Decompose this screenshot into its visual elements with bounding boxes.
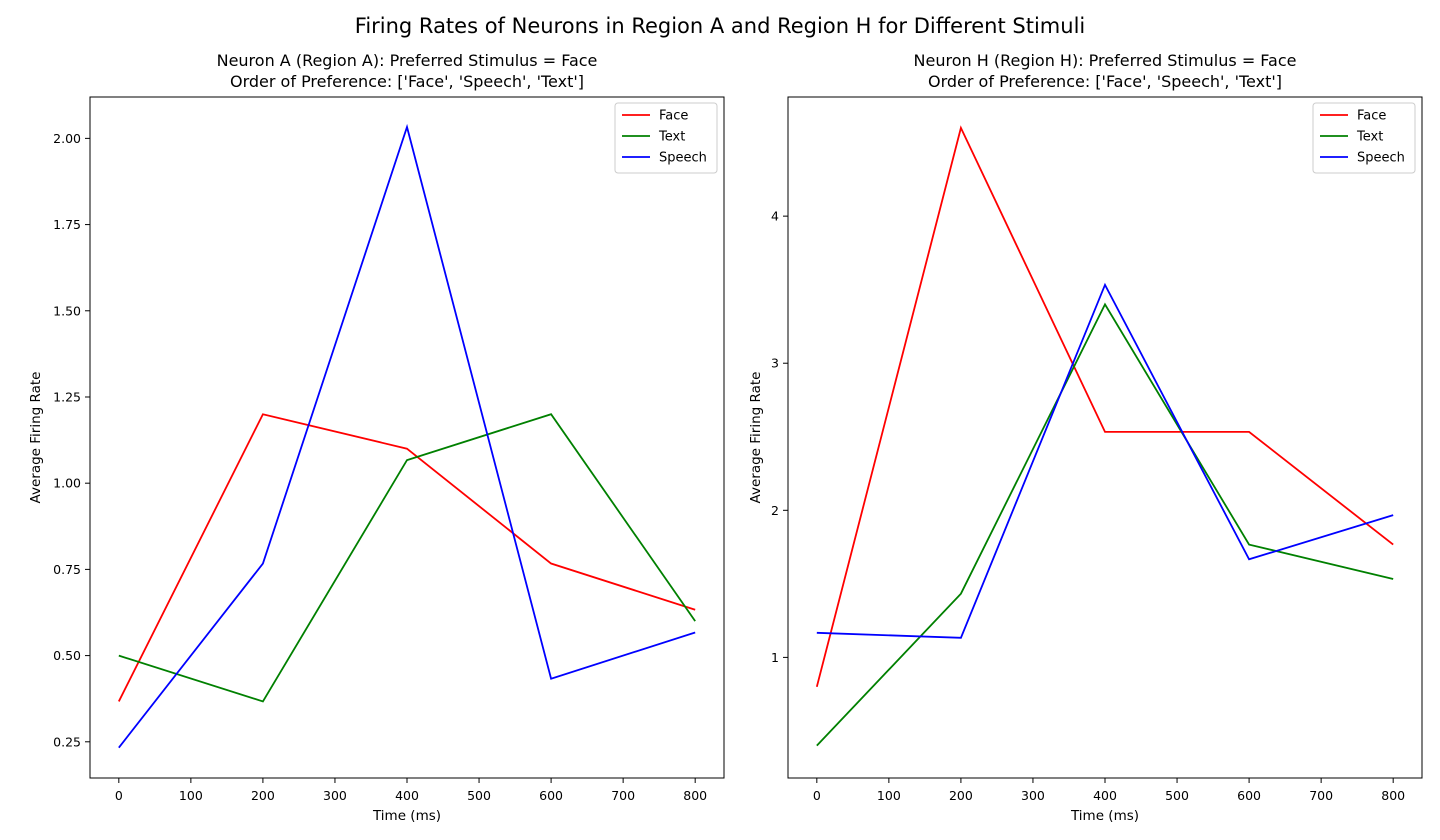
x-tick-label: 200 bbox=[251, 788, 275, 803]
y-tick-label: 1 bbox=[771, 650, 779, 665]
y-tick-label: 1.50 bbox=[53, 303, 81, 318]
legend: Face Text Speech bbox=[1312, 102, 1416, 174]
series-line-face bbox=[815, 125, 1394, 688]
x-tick-label: 300 bbox=[323, 788, 347, 803]
y-tick-label: 0.25 bbox=[53, 734, 81, 749]
chart-subtitle: Order of Preference: ['Face', 'Speech', … bbox=[230, 72, 584, 91]
x-tick-label: 100 bbox=[179, 788, 203, 803]
legend-label: Face bbox=[1357, 109, 1386, 124]
legend-label: Speech bbox=[1357, 151, 1405, 166]
series-line-speech bbox=[118, 123, 696, 749]
x-tick-label: 600 bbox=[1237, 788, 1261, 803]
x-tick-label: 700 bbox=[611, 788, 635, 803]
y-tick-label: 1.00 bbox=[53, 476, 81, 491]
y-tick-label: 0.75 bbox=[53, 562, 81, 577]
x-tick-label: 700 bbox=[1309, 788, 1333, 803]
x-axis-label: Time (ms) bbox=[372, 808, 441, 824]
x-tick-label: 200 bbox=[949, 788, 973, 803]
series-line-speech bbox=[816, 282, 1394, 639]
legend: Face Text Speech bbox=[614, 102, 718, 174]
plot-area-frame bbox=[787, 96, 1423, 779]
legend-frame bbox=[1312, 102, 1416, 174]
chart-panel-neuron-h: Neuron H (Region H): Preferred Stimulus … bbox=[748, 51, 1423, 824]
series-line-text bbox=[816, 302, 1394, 747]
y-axis-label: Average Firing Rate bbox=[28, 372, 44, 504]
y-tick-label: 1.25 bbox=[53, 389, 81, 404]
y-tick-label: 1.75 bbox=[53, 217, 81, 232]
x-tick-label: 800 bbox=[683, 788, 707, 803]
chart-title: Neuron H (Region H): Preferred Stimulus … bbox=[914, 51, 1297, 70]
y-tick-label: 3 bbox=[771, 356, 779, 371]
x-tick-label: 400 bbox=[395, 788, 419, 803]
figure-suptitle: Firing Rates of Neurons in Region A and … bbox=[355, 14, 1085, 38]
y-axis-label: Average Firing Rate bbox=[748, 372, 764, 504]
legend-label: Text bbox=[658, 130, 685, 145]
legend-frame bbox=[614, 102, 718, 174]
y-tick-label: 2 bbox=[771, 503, 779, 518]
legend-label: Face bbox=[659, 109, 688, 124]
y-tick-label: 4 bbox=[771, 209, 779, 224]
x-tick-label: 400 bbox=[1093, 788, 1117, 803]
chart-title: Neuron A (Region A): Preferred Stimulus … bbox=[217, 51, 598, 70]
plot-area-frame bbox=[89, 96, 725, 779]
x-tick-label: 0 bbox=[115, 788, 123, 803]
x-tick-label: 300 bbox=[1021, 788, 1045, 803]
y-tick-label: 2.00 bbox=[53, 131, 81, 146]
series-line-text bbox=[118, 413, 696, 703]
x-tick-label: 100 bbox=[877, 788, 901, 803]
x-tick-label: 600 bbox=[539, 788, 563, 803]
chart-subtitle: Order of Preference: ['Face', 'Speech', … bbox=[928, 72, 1282, 91]
y-tick-label: 0.50 bbox=[53, 648, 81, 663]
x-axis-label: Time (ms) bbox=[1070, 808, 1139, 824]
series-line-face bbox=[118, 413, 696, 702]
chart-panel-neuron-a: Neuron A (Region A): Preferred Stimulus … bbox=[28, 51, 725, 824]
x-tick-label: 0 bbox=[813, 788, 821, 803]
x-tick-label: 800 bbox=[1381, 788, 1405, 803]
legend-label: Speech bbox=[659, 151, 707, 166]
legend-label: Text bbox=[1356, 130, 1383, 145]
x-tick-label: 500 bbox=[1165, 788, 1189, 803]
x-tick-label: 500 bbox=[467, 788, 491, 803]
